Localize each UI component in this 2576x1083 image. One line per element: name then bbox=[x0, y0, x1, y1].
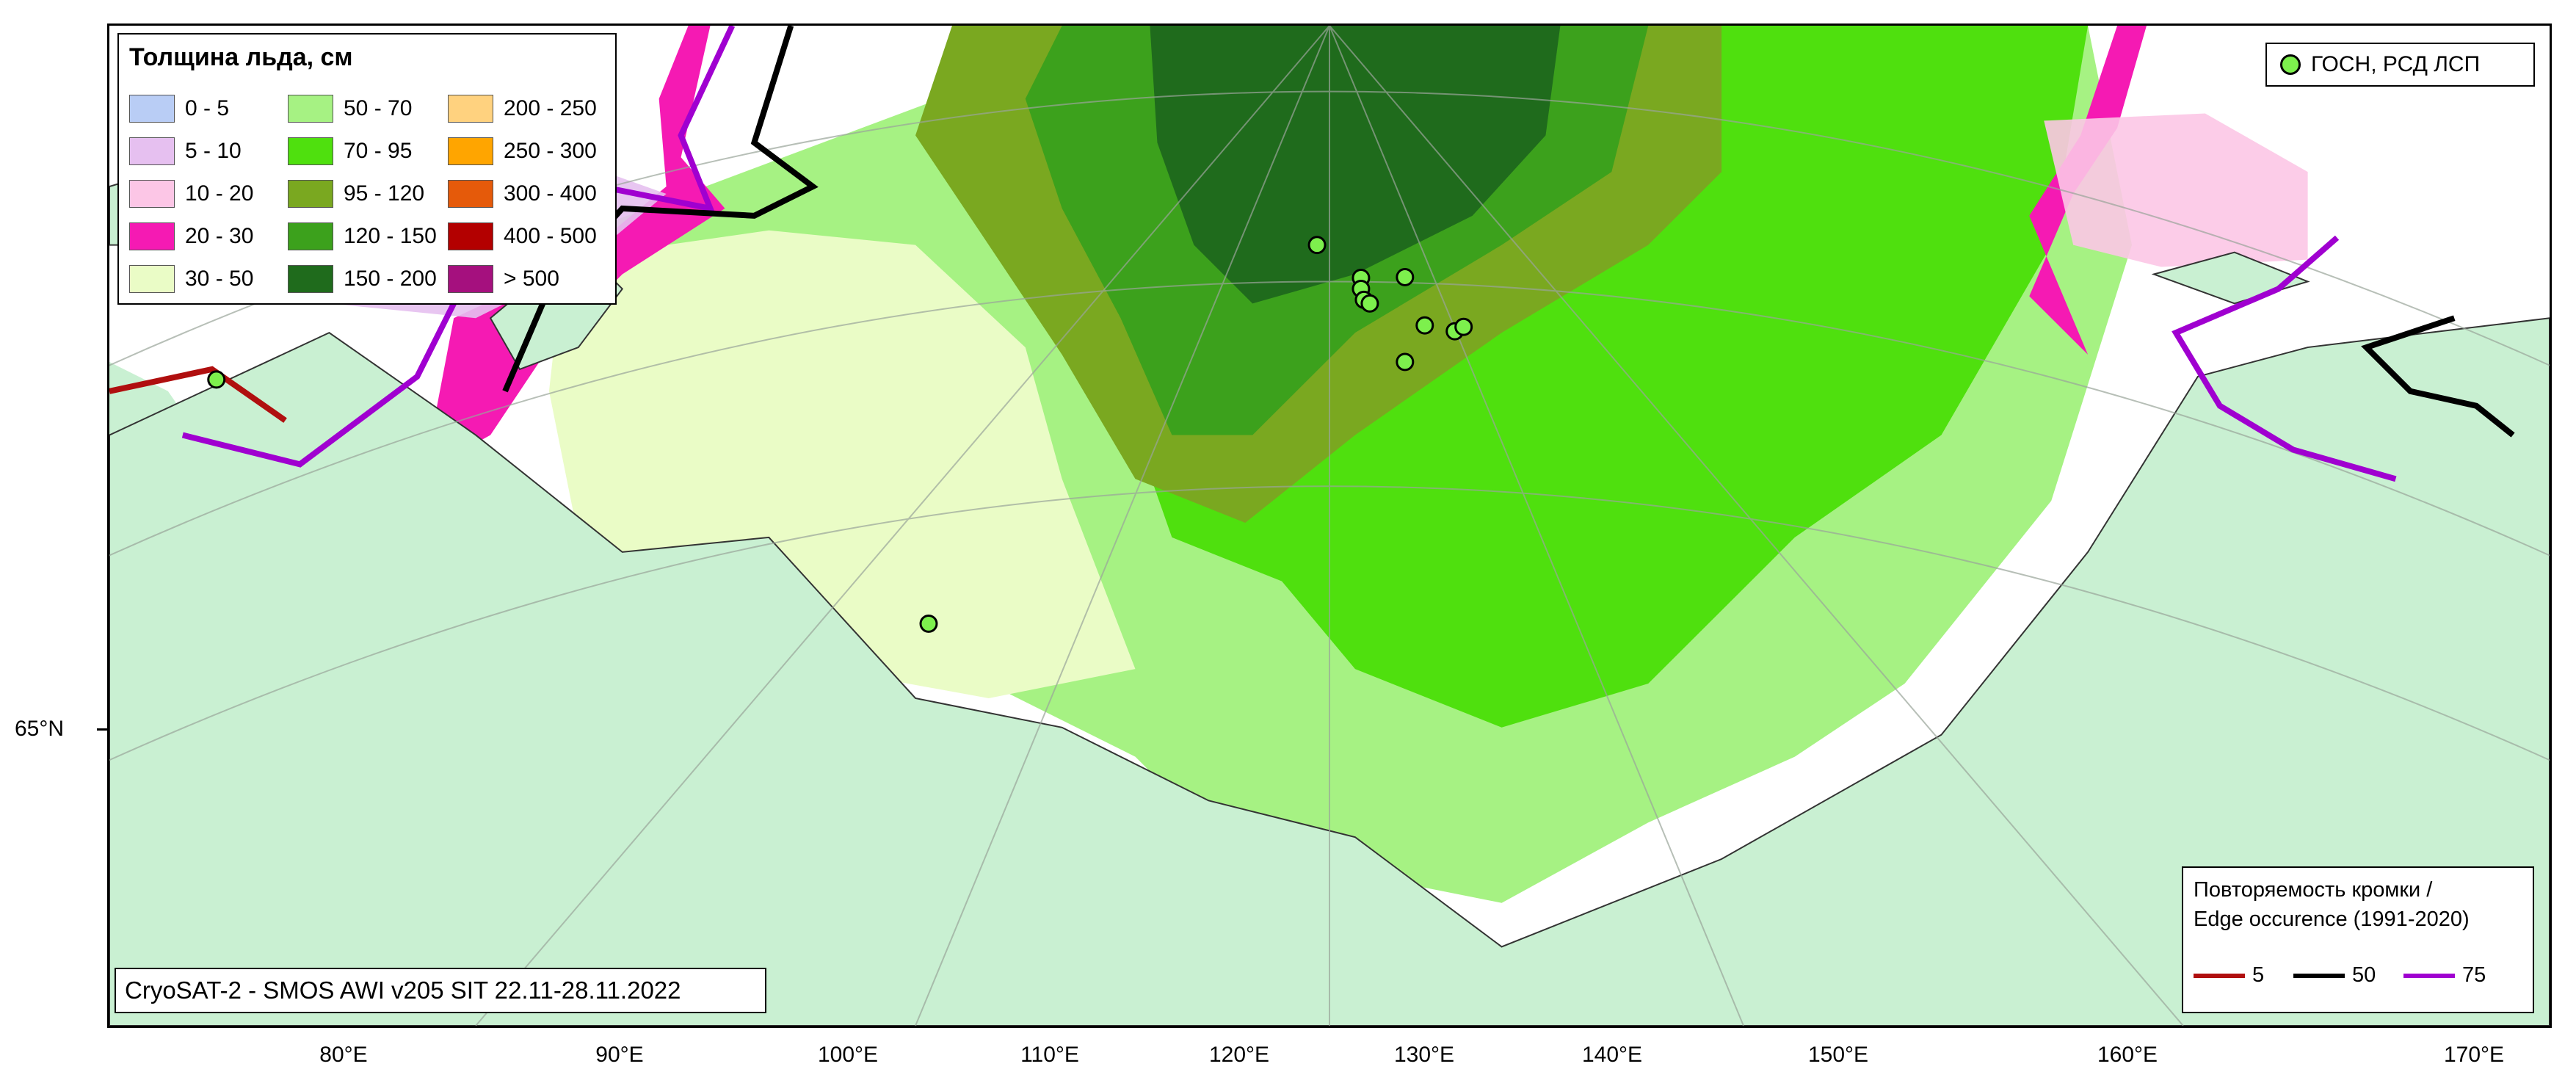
ice-5-20-east bbox=[2044, 113, 2308, 267]
gosn-marker-icon bbox=[2280, 54, 2301, 75]
legend-swatch bbox=[448, 180, 493, 208]
gosn-legend: ГОСН, РСД ЛСП bbox=[2265, 43, 2535, 87]
edge-line-swatch bbox=[2194, 973, 2245, 978]
edge-legend-title-line1: Повторяемость кромки / bbox=[2194, 878, 2433, 902]
edge-legend-label: 5 bbox=[2252, 963, 2265, 987]
ice-thickness-legend: Толщина льда, см 0 - 5 5 - 10 10 - 20 20… bbox=[117, 33, 617, 305]
legend-swatch bbox=[448, 95, 493, 123]
legend-item: 0 - 5 bbox=[129, 87, 253, 130]
legend-swatch bbox=[129, 137, 175, 165]
legend-item: 5 - 10 bbox=[129, 130, 253, 173]
x-tick-80e: 80°E bbox=[319, 1043, 368, 1067]
legend-label: 300 - 400 bbox=[504, 181, 597, 206]
legend-item: 20 - 30 bbox=[129, 215, 253, 258]
edge-legend-label: 75 bbox=[2462, 963, 2486, 987]
ice-20-30-east bbox=[2029, 26, 2147, 355]
legend-item: 10 - 20 bbox=[129, 173, 253, 215]
edge-legend-item: 50 bbox=[2293, 963, 2376, 988]
legend-label: 95 - 120 bbox=[344, 181, 425, 206]
legend-swatch bbox=[129, 95, 175, 123]
legend-item: 120 - 150 bbox=[288, 215, 437, 258]
legend-swatch bbox=[129, 222, 175, 250]
source-label: CryoSAT-2 - SMOS AWI v205 SIT 22.11-28.1… bbox=[125, 977, 681, 1004]
edge-line-50-east bbox=[2361, 315, 2515, 438]
legend-item: 95 - 120 bbox=[288, 173, 437, 215]
legend-column-1: 0 - 5 5 - 10 10 - 20 20 - 30 30 - 50 bbox=[129, 87, 253, 300]
legend-item: 200 - 250 bbox=[448, 87, 597, 130]
y-tick-65n: 65°N bbox=[15, 717, 65, 741]
legend-item: 50 - 70 bbox=[288, 87, 437, 130]
legend-swatch bbox=[288, 222, 333, 250]
x-tick-110e: 110°E bbox=[1020, 1043, 1079, 1067]
legend-label: 30 - 50 bbox=[185, 267, 254, 291]
x-tick-130e: 130°E bbox=[1393, 1043, 1455, 1067]
edge-legend-title-line2: Edge occurence (1991-2020) bbox=[2194, 908, 2470, 931]
edge-legend-label: 50 bbox=[2352, 963, 2376, 987]
map-canvas[interactable] bbox=[107, 23, 2552, 1028]
legend-swatch bbox=[288, 180, 333, 208]
legend-label: 10 - 20 bbox=[185, 181, 254, 206]
legend-item: 30 - 50 bbox=[129, 258, 253, 300]
ice-thickness-map bbox=[109, 26, 2550, 1026]
x-tick-120e: 120°E bbox=[1208, 1043, 1270, 1067]
edge-line-75-east bbox=[2172, 235, 2397, 482]
legend-swatch bbox=[448, 265, 493, 293]
legend-swatch bbox=[448, 222, 493, 250]
ice-20-30-west bbox=[424, 26, 725, 472]
legend-label: 5 - 10 bbox=[185, 139, 242, 163]
legend-swatch bbox=[129, 265, 175, 293]
legend-item: 250 - 300 bbox=[448, 130, 597, 173]
edge-line-swatch bbox=[2403, 973, 2455, 978]
legend-label: 0 - 5 bbox=[185, 96, 230, 120]
edge-legend-item: 5 bbox=[2194, 963, 2264, 988]
legend-item: 300 - 400 bbox=[448, 173, 597, 215]
legend-column-3: 200 - 250 250 - 300 300 - 400 400 - 500 … bbox=[448, 87, 597, 300]
legend-swatch bbox=[288, 137, 333, 165]
edge-legend-item: 75 bbox=[2403, 963, 2486, 988]
gosn-label: ГОСН, РСД ЛСП bbox=[2311, 52, 2481, 76]
legend-title: Толщина льда, см bbox=[129, 43, 353, 71]
land-south bbox=[109, 317, 2550, 1026]
legend-swatch bbox=[288, 95, 333, 123]
legend-item: > 500 bbox=[448, 258, 597, 300]
edge-line-swatch bbox=[2293, 973, 2345, 978]
legend-label: 120 - 150 bbox=[344, 224, 437, 248]
legend-column-2: 50 - 70 70 - 95 95 - 120 120 - 150 150 -… bbox=[288, 87, 437, 300]
legend-label: 150 - 200 bbox=[344, 267, 437, 291]
x-tick-150e: 150°E bbox=[1807, 1043, 1869, 1067]
x-tick-100e: 100°E bbox=[817, 1043, 879, 1067]
legend-item: 400 - 500 bbox=[448, 215, 597, 258]
legend-swatch bbox=[129, 180, 175, 208]
x-tick-160e: 160°E bbox=[2097, 1043, 2158, 1067]
legend-label: > 500 bbox=[504, 267, 559, 291]
legend-swatch bbox=[448, 137, 493, 165]
x-tick-90e: 90°E bbox=[595, 1043, 644, 1067]
legend-label: 50 - 70 bbox=[344, 96, 413, 120]
legend-label: 70 - 95 bbox=[344, 139, 413, 163]
gosn-points bbox=[207, 236, 1473, 633]
x-tick-170e: 170°E bbox=[2443, 1043, 2505, 1067]
edge-occurrence-legend: Повторяемость кромки / Edge occurence (1… bbox=[2182, 866, 2534, 1013]
legend-item: 70 - 95 bbox=[288, 130, 437, 173]
tick-mark-65n bbox=[97, 728, 107, 731]
legend-label: 400 - 500 bbox=[504, 224, 597, 248]
x-tick-140e: 140°E bbox=[1581, 1043, 1643, 1067]
legend-label: 20 - 30 bbox=[185, 224, 254, 248]
legend-label: 250 - 300 bbox=[504, 139, 597, 163]
legend-label: 200 - 250 bbox=[504, 96, 597, 120]
source-box: CryoSAT-2 - SMOS AWI v205 SIT 22.11-28.1… bbox=[115, 968, 766, 1013]
legend-swatch bbox=[288, 265, 333, 293]
edge-line-5 bbox=[109, 366, 287, 423]
legend-item: 150 - 200 bbox=[288, 258, 437, 300]
